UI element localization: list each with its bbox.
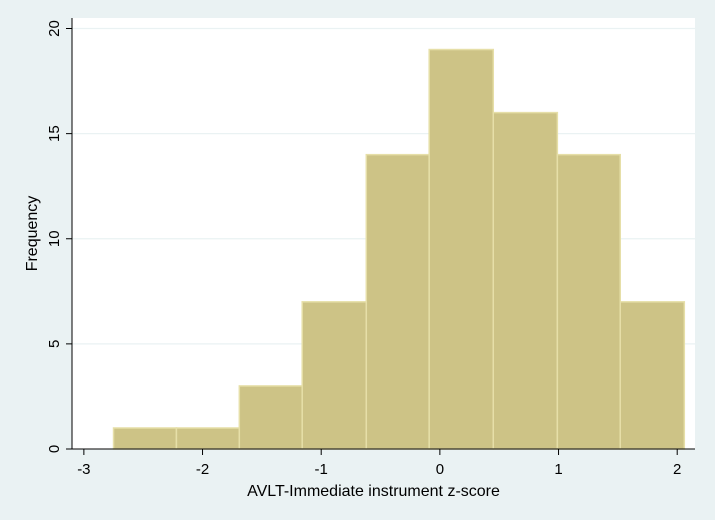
histogram-bar — [112, 427, 178, 450]
x-tick-label: 2 — [673, 461, 681, 478]
axes — [71, 18, 695, 450]
histogram-bar — [301, 301, 368, 450]
histogram-bar — [556, 153, 621, 450]
histogram-bar — [175, 427, 241, 450]
histogram-bar — [428, 48, 495, 450]
x-ticks: -3 -2 -1 0 1 2 — [77, 449, 681, 478]
x-tick-label: -3 — [77, 461, 90, 478]
histogram-bar — [365, 153, 430, 450]
histogram-bar — [492, 111, 559, 450]
x-tick-label: 0 — [436, 461, 444, 478]
histogram-bar — [619, 301, 686, 450]
y-tick-label: 15 — [46, 125, 63, 142]
y-ticks: 0 5 10 15 20 — [46, 20, 72, 453]
bars — [112, 48, 686, 450]
x-tick-label: 1 — [554, 461, 562, 478]
y-tick-label: 5 — [46, 340, 63, 348]
histogram-bar — [238, 385, 303, 450]
x-tick-label: -1 — [315, 461, 328, 478]
y-tick-label: 20 — [46, 20, 63, 37]
y-tick-label: 10 — [46, 230, 63, 247]
y-tick-label: 0 — [46, 445, 63, 453]
y-axis-label: Frequency — [24, 196, 41, 272]
x-axis-label: AVLT-Immediate instrument z-score — [247, 483, 500, 500]
x-tick-label: -2 — [196, 461, 209, 478]
